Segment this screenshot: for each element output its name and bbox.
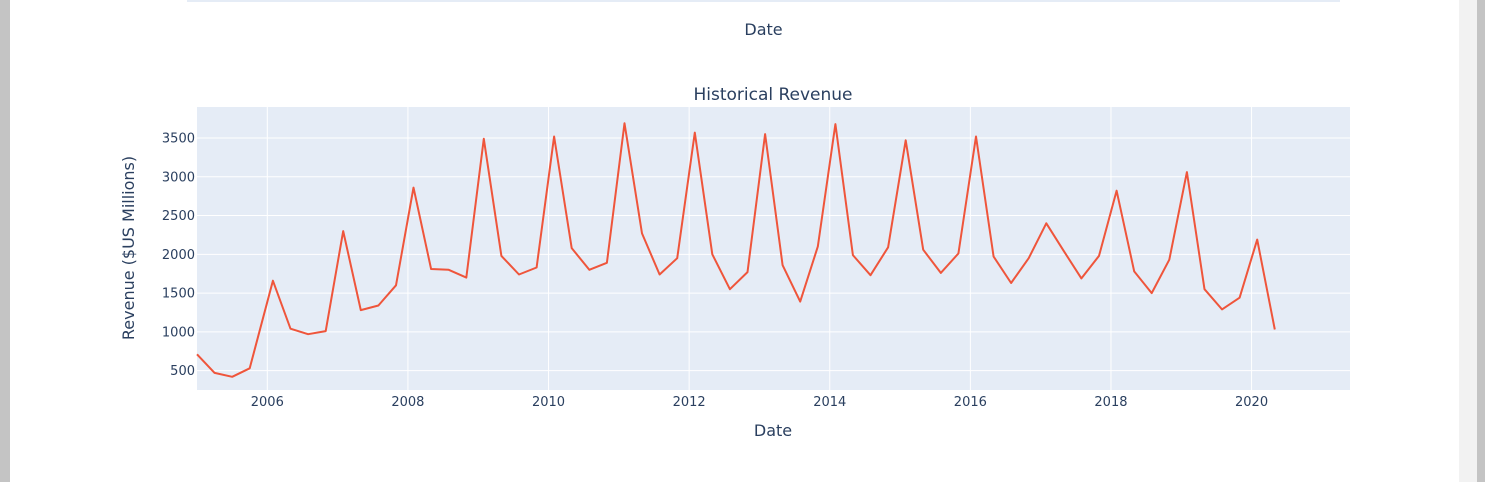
y-tick-label: 3000 (162, 170, 195, 185)
y-tick-label: 2500 (162, 209, 195, 224)
grid-lines (197, 107, 1350, 390)
y-tick-label: 500 (170, 364, 195, 379)
y-axis-label: Revenue ($US Millions) (119, 156, 138, 340)
x-tick-label: 2020 (1235, 395, 1268, 410)
x-tick-labels: 2006 2008 2010 2012 2014 2016 2018 2020 (251, 395, 1268, 410)
upper-plot-area-edge (187, 0, 1340, 2)
chart-title: Historical Revenue (693, 85, 852, 105)
x-axis-label: Date (754, 421, 792, 440)
x-tick-label: 2014 (813, 395, 846, 410)
y-tick-label: 3500 (162, 132, 195, 147)
y-tick-label: 1000 (162, 325, 195, 340)
y-tick-labels: 500 1000 1500 2000 2500 3000 3500 (162, 132, 195, 380)
y-tick-label: 2000 (162, 248, 195, 263)
x-tick-label: 2010 (532, 395, 565, 410)
x-tick-label: 2016 (954, 395, 987, 410)
x-tick-label: 2012 (673, 395, 706, 410)
page-right-edge (1459, 0, 1477, 482)
plot-area (197, 107, 1350, 390)
upper-chart-x-axis-label: Date (744, 20, 783, 39)
revenue-series-line (196, 122, 1276, 378)
x-tick-label: 2008 (391, 395, 424, 410)
x-tick-label: 2006 (251, 395, 284, 410)
y-tick-label: 1500 (162, 287, 195, 302)
x-tick-label: 2018 (1094, 395, 1127, 410)
